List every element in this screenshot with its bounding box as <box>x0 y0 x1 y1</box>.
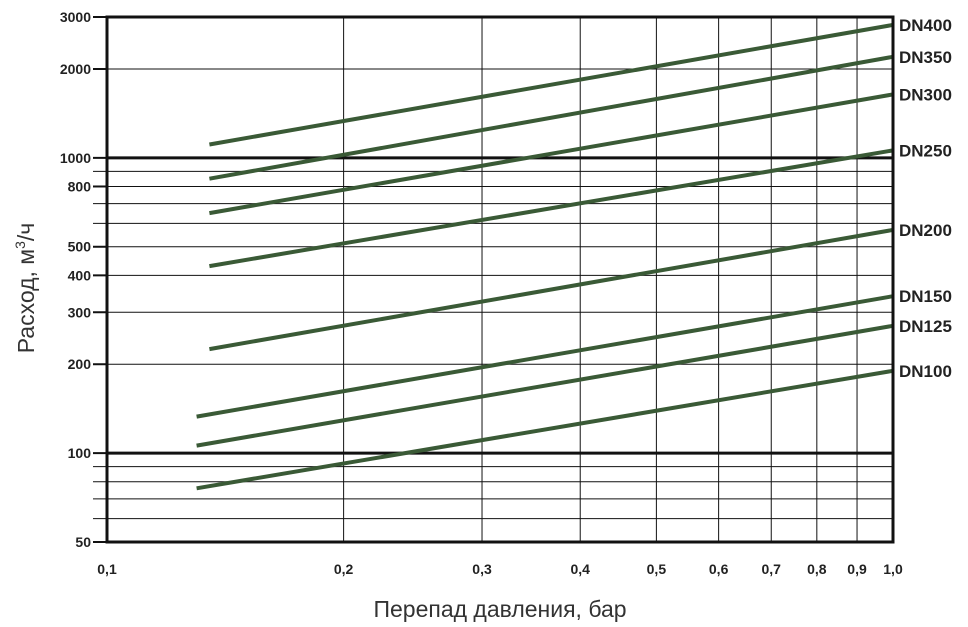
y-axis-title-tail: /ч <box>13 223 39 241</box>
series-label-dn200: DN200 <box>899 221 952 240</box>
x-tick-label-2: 0,3 <box>472 561 492 577</box>
series-label-dn125: DN125 <box>899 317 952 336</box>
series-line-dn400 <box>209 22 894 147</box>
y-tick-label-4: 400 <box>68 267 92 283</box>
series-labels: DN400 DN350 DN300 DN250 DN200 DN150 DN125 DN100 <box>899 16 952 381</box>
series-lines <box>196 22 894 491</box>
x-tick-label-4: 0,5 <box>647 561 667 577</box>
y-tick-label-6: 800 <box>68 178 92 194</box>
x-tick-label-7: 0,8 <box>807 561 827 577</box>
x-tick-label-8: 0,9 <box>847 561 867 577</box>
series-line-dn200 <box>209 227 894 352</box>
x-tick-labels: 0,1 0,2 0,3 0,4 0,5 0,6 0,7 0,8 0,9 1,0 <box>97 561 903 577</box>
x-tick-label-6: 0,7 <box>762 561 782 577</box>
y-tick-label-1: 100 <box>68 445 92 461</box>
x-tick-label-5: 0,6 <box>709 561 729 577</box>
y-tick-label-7: 1000 <box>60 150 91 166</box>
x-tick-label-1: 0,2 <box>334 561 354 577</box>
x-tick-label-9: 1,0 <box>883 561 903 577</box>
y-axis-title-main: Расход, м <box>13 249 39 353</box>
series-line-dn250 <box>209 148 894 269</box>
y-tick-label-9: 3000 <box>60 9 91 25</box>
y-tick-labels: 50 100 200 300 400 500 800 1000 2000 3000 <box>60 9 107 550</box>
series-line-dn125 <box>196 323 894 448</box>
series-label-dn250: DN250 <box>899 141 952 160</box>
y-tick-label-2: 200 <box>68 356 92 372</box>
y-tick-label-0: 50 <box>75 534 91 550</box>
y-axis-title-sup: 3 <box>12 241 28 249</box>
series-label-dn150: DN150 <box>899 287 952 306</box>
series-line-dn300 <box>209 92 894 216</box>
x-axis-title: Перепад давления, бар <box>373 596 626 622</box>
y-axis-title: Расход, м3/ч <box>12 223 39 354</box>
y-tick-label-5: 500 <box>68 239 92 255</box>
plot-frame <box>105 15 895 544</box>
series-label-dn100: DN100 <box>899 362 952 381</box>
series-line-dn100 <box>196 368 894 491</box>
series-label-dn300: DN300 <box>899 85 952 104</box>
y-tick-label-8: 2000 <box>60 61 91 77</box>
series-line-dn350 <box>209 54 894 181</box>
x-tick-label-0: 0,1 <box>97 561 117 577</box>
series-label-dn350: DN350 <box>899 48 952 67</box>
y-tick-label-3: 300 <box>68 304 92 320</box>
series-label-dn400: DN400 <box>899 16 952 35</box>
series-line-dn150 <box>196 294 894 419</box>
x-tick-label-3: 0,4 <box>570 561 590 577</box>
